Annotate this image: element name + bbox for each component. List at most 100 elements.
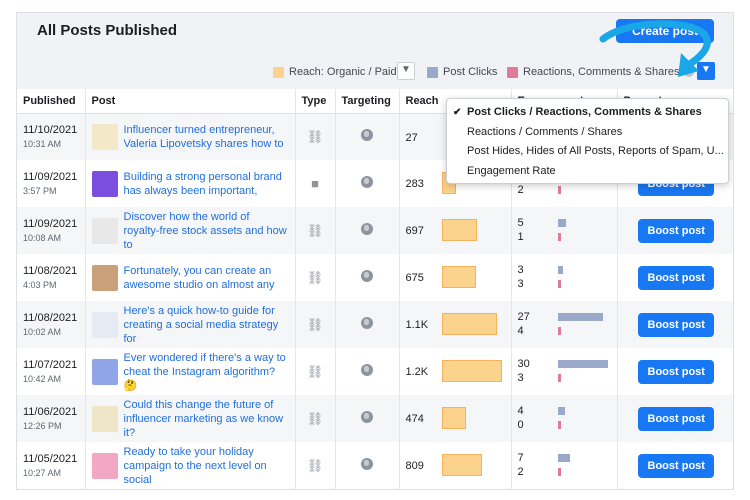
globe-icon xyxy=(361,176,373,188)
post-cell: Here's a quick how-to guide for creating… xyxy=(85,301,296,348)
post-time: 10:31 AM xyxy=(23,139,62,150)
col-type: Type xyxy=(295,89,336,114)
reach-bar xyxy=(441,313,497,335)
boost-post-button[interactable]: Boost post xyxy=(638,218,715,243)
promote-cell: Boost post xyxy=(617,395,733,442)
post-thumbnail[interactable] xyxy=(91,123,118,150)
reach-value: 675 xyxy=(405,272,424,284)
clicks-bar xyxy=(557,313,603,321)
reach-bar xyxy=(441,407,466,429)
engagement-cell: 30 3 xyxy=(511,348,618,395)
page-title: All Posts Published xyxy=(37,22,178,39)
post-thumbnail[interactable] xyxy=(91,358,118,385)
post-date: 11/09/2021 xyxy=(23,218,78,230)
legend-clicks-label: Post Clicks xyxy=(443,66,498,78)
post-link[interactable]: Building a strong personal brand has alw… xyxy=(123,170,282,197)
col-published[interactable]: Published xyxy=(17,89,86,114)
reactions-bar xyxy=(557,421,561,429)
reactions-bar xyxy=(557,186,561,194)
type-cell: ⛓ xyxy=(295,395,336,442)
post-thumbnail[interactable] xyxy=(91,311,118,338)
menu-item-reactions-comments-shares[interactable]: Reactions / Comments / Shares xyxy=(467,125,623,138)
reactions-bar xyxy=(557,327,561,335)
boost-post-button[interactable]: Boost post xyxy=(638,312,715,337)
post-cell: Building a strong personal brand has alw… xyxy=(85,160,296,207)
link-icon: ⛓ xyxy=(306,222,324,238)
link-icon: ⛓ xyxy=(306,128,324,144)
post-cell: Influencer turned entrepreneur, Valeria … xyxy=(85,113,296,160)
targeting-cell xyxy=(335,254,400,301)
reach-cell: 809 xyxy=(399,442,512,489)
post-link[interactable]: Discover how the world of royalty-free s… xyxy=(123,210,287,251)
post-thumbnail[interactable] xyxy=(91,452,118,479)
post-thumbnail[interactable] xyxy=(91,264,118,291)
reach-value: 1.1K xyxy=(405,319,429,331)
published-cell: 11/06/2021 12:26 PM xyxy=(17,395,86,442)
boost-post-button[interactable]: Boost post xyxy=(638,406,715,431)
post-cell: Could this change the future of influenc… xyxy=(85,395,296,442)
table-row: 11/08/2021 4:03 PM Fortunately, you can … xyxy=(17,254,733,301)
clicks-value: 30 xyxy=(517,358,530,370)
menu-item-post-hides[interactable]: Post Hides, Hides of All Posts, Reports … xyxy=(467,145,724,157)
type-cell: ⛓ xyxy=(295,113,336,160)
post-thumbnail[interactable] xyxy=(91,170,118,197)
post-time: 4:03 PM xyxy=(23,280,57,290)
globe-icon xyxy=(361,458,373,470)
globe-icon xyxy=(361,411,373,423)
published-cell: 11/08/2021 10:02 AM xyxy=(17,301,86,348)
post-cell: Fortunately, you can create an awesome s… xyxy=(85,254,296,301)
engagement-cell: 27 4 xyxy=(511,301,618,348)
table-row: 11/06/2021 12:26 PM Could this change th… xyxy=(17,395,733,442)
boost-post-button[interactable]: Boost post xyxy=(638,359,715,384)
link-icon: ⛓ xyxy=(306,269,324,285)
reach-value: 474 xyxy=(405,413,424,425)
menu-item-clicks-reactions[interactable]: ✔ Post Clicks / Reactions, Comments & Sh… xyxy=(447,103,728,123)
clicks-value: 7 xyxy=(517,452,524,464)
reach-bar xyxy=(441,360,502,382)
col-targeting: Targeting xyxy=(335,89,400,114)
targeting-cell xyxy=(335,207,400,254)
post-link[interactable]: Here's a quick how-to guide for creating… xyxy=(123,304,279,345)
boost-post-button[interactable]: Boost post xyxy=(638,265,715,290)
table-row: 11/09/2021 10:08 AM Discover how the wor… xyxy=(17,207,733,254)
reactions-value: 3 xyxy=(517,372,524,384)
type-cell: ⛓ xyxy=(295,348,336,395)
post-link[interactable]: Could this change the future of influenc… xyxy=(123,398,284,439)
annotation-arrow-icon xyxy=(599,20,711,77)
published-cell: 11/07/2021 10:42 AM xyxy=(17,348,86,395)
reach-cell: 697 xyxy=(399,207,512,254)
reach-cell: 1.1K xyxy=(399,301,512,348)
post-date: 11/08/2021 xyxy=(23,312,78,324)
post-time: 10:42 AM xyxy=(23,374,62,384)
post-link[interactable]: Fortunately, you can create an awesome s… xyxy=(123,264,275,291)
reach-swatch xyxy=(273,66,284,78)
clicks-value: 4 xyxy=(517,405,524,417)
post-date: 11/06/2021 xyxy=(23,406,78,418)
post-time: 12:26 PM xyxy=(23,421,62,431)
video-icon: ■ xyxy=(311,176,319,191)
reactions-swatch xyxy=(507,66,518,78)
post-link[interactable]: Ever wondered if there's a way to cheat … xyxy=(123,351,286,392)
post-date: 11/10/2021 xyxy=(23,124,78,137)
published-cell: 11/08/2021 4:03 PM xyxy=(17,254,86,301)
menu-item-engagement-rate[interactable]: Engagement Rate xyxy=(467,164,556,177)
targeting-cell xyxy=(335,113,400,160)
link-icon: ⛓ xyxy=(306,457,324,473)
engagement-cell: 7 2 xyxy=(511,442,618,489)
clicks-swatch xyxy=(427,66,438,78)
globe-icon xyxy=(361,223,373,235)
legend-reach-label: Reach: Organic / Paid xyxy=(289,66,397,78)
targeting-cell xyxy=(335,301,400,348)
boost-post-button[interactable]: Boost post xyxy=(638,453,715,478)
post-link[interactable]: Ready to take your holiday campaign to t… xyxy=(123,445,267,486)
reach-dropdown-button[interactable]: ▼ xyxy=(397,62,415,80)
published-cell: 11/05/2021 10:27 AM xyxy=(17,442,86,489)
post-thumbnail[interactable] xyxy=(91,405,118,432)
globe-icon xyxy=(361,317,373,329)
targeting-cell xyxy=(335,442,400,489)
globe-icon xyxy=(361,129,373,142)
post-thumbnail[interactable] xyxy=(91,217,118,244)
post-link[interactable]: Influencer turned entrepreneur, Valeria … xyxy=(123,123,284,150)
clicks-value: 27 xyxy=(517,311,530,323)
targeting-cell xyxy=(335,395,400,442)
